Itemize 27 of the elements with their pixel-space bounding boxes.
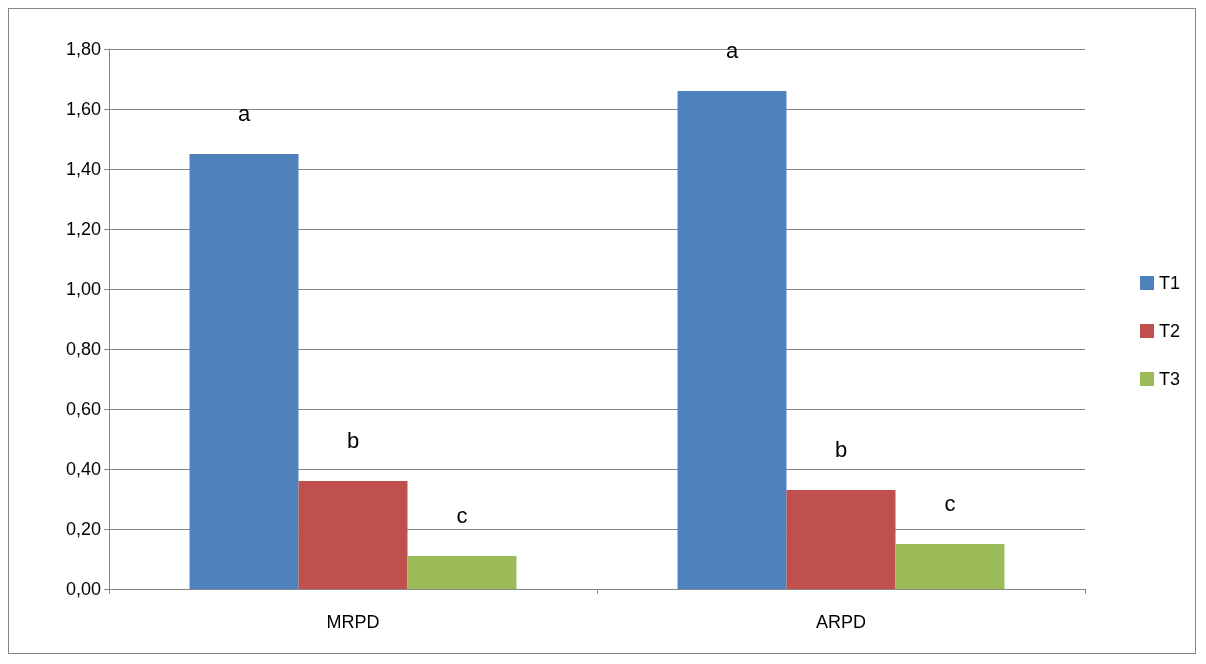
- y-tick-label: 1,80: [65, 39, 101, 59]
- data-label: b: [346, 427, 360, 453]
- bar: [677, 91, 787, 589]
- x-tick-label: ARPD: [815, 612, 867, 632]
- data-label: c: [456, 502, 468, 528]
- x-tick-label: MRPD: [326, 612, 380, 632]
- data-label: a: [725, 37, 739, 63]
- data-label: c: [944, 490, 956, 516]
- y-tick-label: 0,80: [65, 339, 101, 359]
- legend-label: T3: [1158, 369, 1181, 389]
- bar: [189, 154, 299, 589]
- y-tick-label: 1,40: [65, 159, 101, 179]
- y-tick-label: 0,40: [65, 459, 101, 479]
- y-tick-label: 1,20: [65, 219, 101, 239]
- y-tick-label: 1,60: [65, 99, 101, 119]
- y-tick-label: 0,60: [65, 399, 101, 419]
- y-tick-label: 0,20: [65, 519, 101, 539]
- legend-label: T1: [1158, 273, 1181, 293]
- bar: [895, 544, 1005, 589]
- y-tick-label: 1,00: [65, 279, 101, 299]
- data-label: b: [834, 436, 848, 462]
- y-tick-label: 0,00: [65, 579, 101, 599]
- legend-label: T2: [1158, 321, 1181, 341]
- bar: [407, 556, 517, 589]
- bar: [786, 490, 896, 589]
- data-label: a: [237, 100, 251, 126]
- bar: [298, 481, 408, 589]
